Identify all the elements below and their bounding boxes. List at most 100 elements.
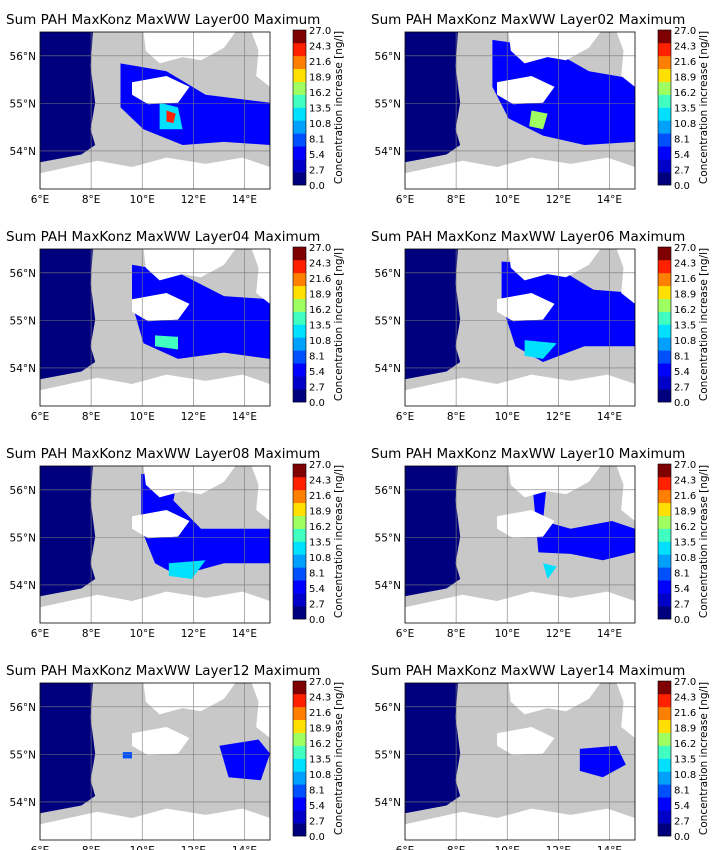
x-tick-label: 10°E xyxy=(495,194,520,206)
panel-title: Sum PAH MaxKonz MaxWW Layer06 Maximum xyxy=(371,229,685,245)
colorbar-segment xyxy=(658,68,671,82)
x-tick-label: 6°E xyxy=(31,628,50,640)
colorbar-tick-label: 2.7 xyxy=(674,383,690,394)
x-tick-label: 6°E xyxy=(396,194,415,206)
colorbar-segment xyxy=(658,272,671,287)
colorbar-tick-label: 21.6 xyxy=(674,57,696,68)
colorbar-segment xyxy=(658,681,671,695)
colorbar-segment xyxy=(293,42,306,57)
colorbar-tick-label: 0.0 xyxy=(309,615,325,626)
colorbar-segment xyxy=(658,107,671,121)
x-tick-label: 8°E xyxy=(82,411,101,423)
southern-coast xyxy=(40,591,270,623)
y-tick-label: 55°N xyxy=(375,749,401,761)
y-tick-label: 54°N xyxy=(375,146,401,158)
colorbar-segment xyxy=(293,311,306,325)
colorbar-tick-label: 10.8 xyxy=(309,336,331,347)
colorbar-tick-label: 21.6 xyxy=(674,708,696,719)
colorbar-tick-label: 13.5 xyxy=(674,538,696,549)
y-tick-label: 54°N xyxy=(375,580,401,592)
map-area xyxy=(405,466,635,623)
colorbar-segment xyxy=(658,593,671,607)
colorbar-segment xyxy=(293,745,306,759)
colorbar-tick-label: 18.9 xyxy=(309,724,331,735)
colorbar-tick-label: 13.5 xyxy=(674,104,696,115)
colorbar-tick-label: 10.8 xyxy=(674,119,696,130)
map-frame xyxy=(39,682,271,841)
western-coast-region xyxy=(40,466,96,597)
colorbar-frame xyxy=(657,463,672,620)
colorbar-segment xyxy=(658,515,671,529)
colorbar-tick-label: 5.4 xyxy=(674,367,690,378)
colorbar-tick-label: 16.2 xyxy=(309,739,331,750)
colorbar-tick-label: 21.6 xyxy=(674,491,696,502)
colorbar-segment xyxy=(658,693,671,708)
colorbar-segment xyxy=(293,259,306,274)
colorbar-tick-label: 8.1 xyxy=(309,569,325,580)
colorbar-tick-label: 0.0 xyxy=(674,398,690,409)
colorbar-segment xyxy=(293,146,306,160)
map-panel-layer06: Sum PAH MaxKonz MaxWW Layer06 Maximum 6°E… xyxy=(371,229,710,423)
colorbar-segment xyxy=(658,247,671,261)
colorbar-frame xyxy=(292,246,307,403)
colorbar-frame xyxy=(657,246,672,403)
x-tick-label: 8°E xyxy=(447,411,466,423)
colorbar-segment xyxy=(658,81,671,95)
panel-title: Sum PAH MaxKonz MaxWW Layer02 Maximum xyxy=(371,12,685,28)
island xyxy=(497,76,555,105)
x-tick-label: 8°E xyxy=(447,628,466,640)
colorbar-segment xyxy=(658,133,671,147)
colorbar-tick-label: 24.3 xyxy=(309,259,331,270)
concentration-patch xyxy=(132,264,270,359)
x-tick-label: 6°E xyxy=(31,411,50,423)
concentration-patch xyxy=(492,39,635,145)
colorbar-segment xyxy=(658,476,671,491)
colorbar-segment xyxy=(658,55,671,70)
map-frame xyxy=(404,248,636,407)
colorbar-segment xyxy=(293,133,306,147)
colorbar-segment xyxy=(293,298,306,312)
colorbar-segment xyxy=(293,285,306,299)
western-coast-region xyxy=(40,683,96,814)
x-tick-label: 14°E xyxy=(597,194,622,206)
map-area xyxy=(405,249,635,406)
colorbar-tick-label: 18.9 xyxy=(674,73,696,84)
concentration-patch xyxy=(166,110,176,124)
colorbar-tick-label: 8.1 xyxy=(309,786,325,797)
concentration-patch xyxy=(531,473,635,561)
colorbar-segment xyxy=(658,823,671,837)
colorbar-segment xyxy=(293,810,306,824)
colorbar-label: Concentration increase [ng/l] xyxy=(698,248,710,401)
colorbar-segment xyxy=(658,159,671,173)
colorbar-tick-label: 13.5 xyxy=(674,755,696,766)
colorbar-tick-label: 8.1 xyxy=(674,786,690,797)
colorbar: 27.0 24.3 21.6 18.9 16.2 13.5 10.8 8.1 5.4 2.7 0.0… xyxy=(657,26,710,192)
y-tick-label: 55°N xyxy=(375,98,401,110)
colorbar-segment xyxy=(293,758,306,772)
colorbar-tick-label: 13.5 xyxy=(309,104,331,115)
colorbar-frame xyxy=(292,29,307,186)
colorbar-segment xyxy=(658,298,671,312)
y-tick-label: 54°N xyxy=(375,797,401,809)
colorbar-segment xyxy=(293,247,306,261)
x-tick-label: 10°E xyxy=(130,628,155,640)
concentration-patch xyxy=(122,752,132,759)
y-tick-label: 55°N xyxy=(10,749,36,761)
colorbar-tick-label: 27.0 xyxy=(674,243,696,254)
colorbar-segment xyxy=(293,476,306,491)
colorbar-tick-label: 21.6 xyxy=(309,491,331,502)
colorbar-tick-label: 24.3 xyxy=(674,42,696,53)
colorbar-segment xyxy=(293,693,306,708)
colorbar-tick-label: 21.6 xyxy=(674,274,696,285)
colorbar-label: Concentration increase [ng/l] xyxy=(333,682,345,835)
western-coast-region xyxy=(405,32,461,163)
eastern-coast xyxy=(251,466,270,521)
colorbar-segment xyxy=(293,107,306,121)
x-tick-label: 10°E xyxy=(130,411,155,423)
colorbar-segment xyxy=(658,580,671,594)
colorbar-tick-label: 0.0 xyxy=(674,615,690,626)
y-tick-label: 54°N xyxy=(10,797,36,809)
eastern-coast xyxy=(616,32,635,87)
eastern-coast xyxy=(251,32,270,87)
colorbar-tick-label: 24.3 xyxy=(674,476,696,487)
